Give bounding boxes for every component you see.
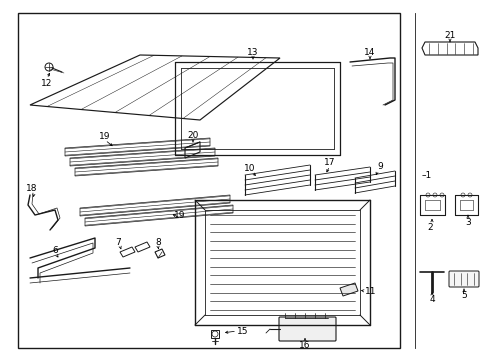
- FancyBboxPatch shape: [279, 317, 335, 341]
- Polygon shape: [339, 283, 357, 296]
- Text: 9: 9: [376, 162, 382, 171]
- Text: 19: 19: [99, 131, 110, 140]
- Text: 15: 15: [237, 327, 248, 336]
- Text: 20: 20: [187, 131, 198, 140]
- Text: 12: 12: [41, 78, 53, 87]
- Text: 6: 6: [52, 246, 58, 255]
- FancyBboxPatch shape: [448, 271, 478, 287]
- Text: 19: 19: [174, 211, 185, 220]
- Text: 8: 8: [155, 238, 161, 247]
- Text: 5: 5: [460, 292, 466, 301]
- Text: 3: 3: [464, 217, 470, 226]
- Text: 16: 16: [299, 342, 310, 351]
- Text: 14: 14: [364, 48, 375, 57]
- Text: 11: 11: [364, 288, 376, 297]
- Text: 21: 21: [444, 31, 455, 40]
- Text: 2: 2: [427, 222, 432, 231]
- Text: 13: 13: [247, 48, 258, 57]
- Text: 7: 7: [115, 238, 121, 247]
- Text: –1: –1: [421, 171, 431, 180]
- Bar: [18, 13, 399, 348]
- Text: 17: 17: [324, 158, 335, 166]
- Text: 4: 4: [428, 296, 434, 305]
- Text: 10: 10: [244, 163, 255, 172]
- Text: 18: 18: [26, 184, 38, 193]
